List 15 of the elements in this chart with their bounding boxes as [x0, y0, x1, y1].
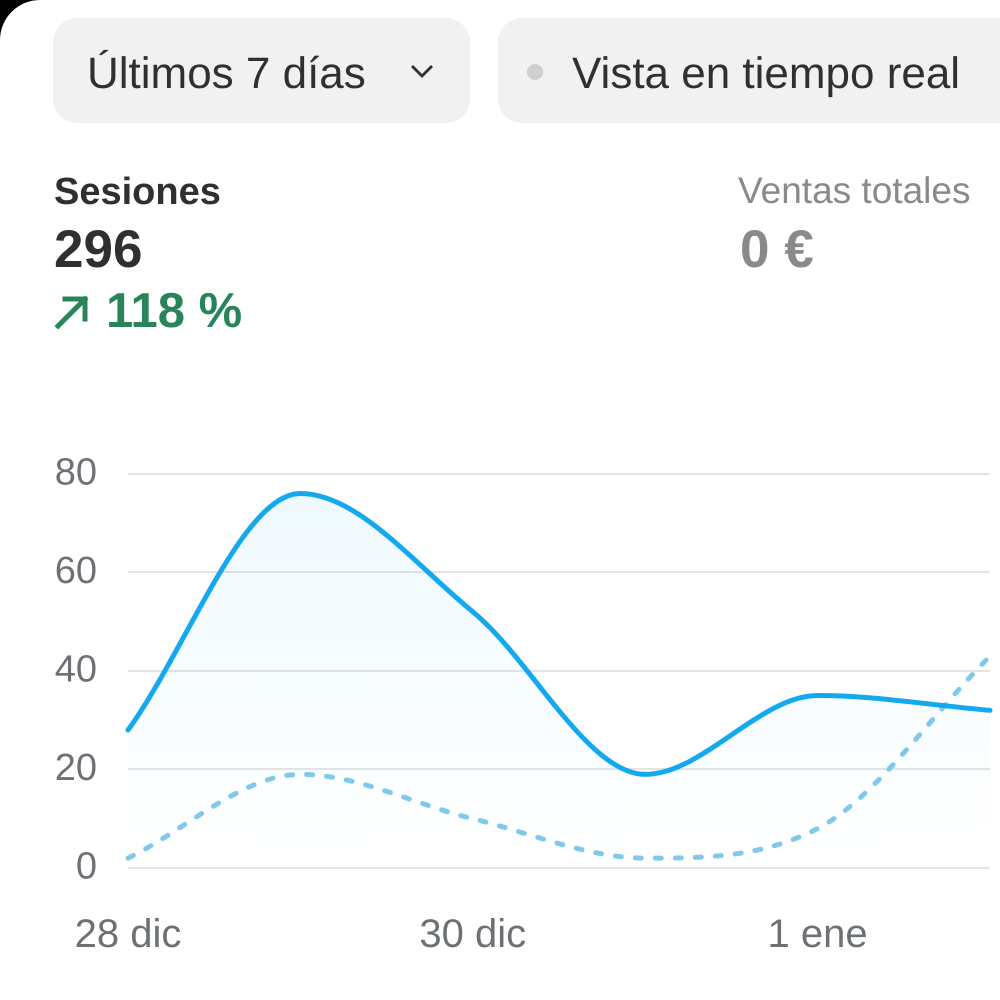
y-tick-label: 60 [54, 550, 97, 592]
x-tick-label: 1 ene [768, 912, 868, 956]
y-tick-label: 80 [54, 451, 97, 494]
x-tick-label: 28 dic [74, 912, 182, 956]
y-tick-label: 0 [76, 845, 97, 888]
text: Vista en tiempo real [572, 49, 960, 98]
text: 296 [54, 220, 142, 279]
text: Últimos 7 días [87, 49, 366, 98]
x-tick-label: 30 dic [419, 912, 526, 956]
y-tick-label: 40 [54, 648, 97, 690]
y-tick-label: 20 [54, 746, 97, 789]
text: 0 € [740, 220, 814, 279]
chart-title: Sesiones [54, 171, 221, 213]
text: 118 % [106, 284, 242, 338]
text: Ventas totales [738, 170, 970, 211]
